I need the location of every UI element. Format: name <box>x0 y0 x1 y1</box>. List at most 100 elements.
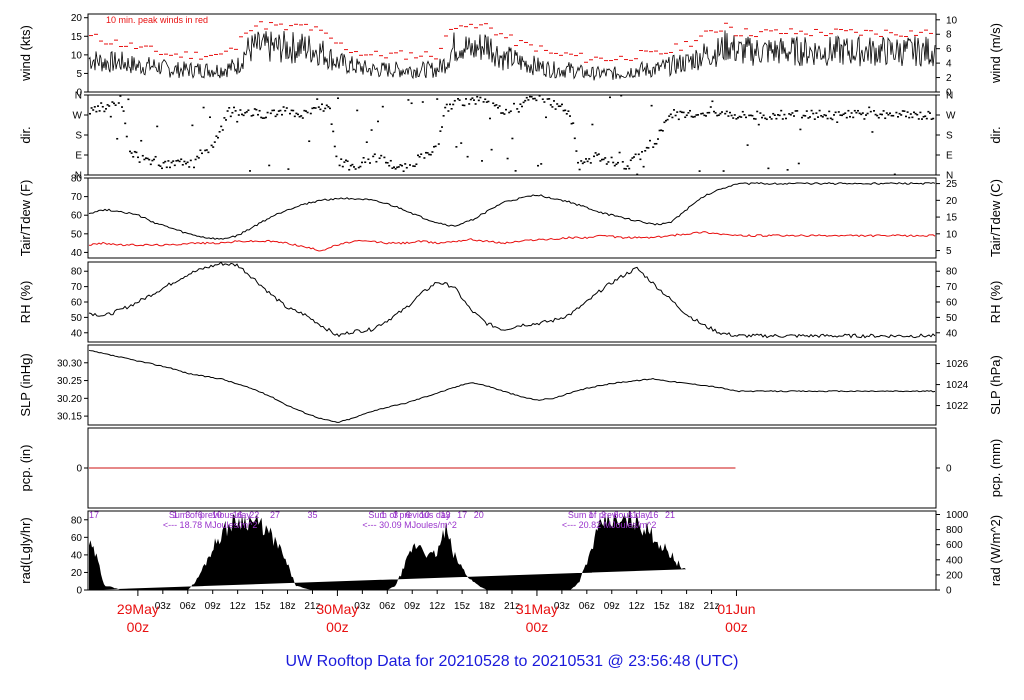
radiation-hour-label: 1 <box>588 510 593 520</box>
temp-ytick-label-right: 15 <box>946 213 958 224</box>
direction-series <box>89 94 935 176</box>
panel-temp: Tair/Tdew (F) Tair/Tdew (C) 40 50 60 70 80 5 10 1… <box>18 174 1003 259</box>
radiation-hour-label: 13 <box>440 510 450 520</box>
rad-ytick-label-right: 1000 <box>946 510 969 521</box>
slp-ytick-label-left: 30.25 <box>57 376 82 387</box>
temp-series-tair <box>88 182 936 240</box>
wind-ylabel-right: wind (m/s) <box>988 23 1003 84</box>
day-hour-label: 00z <box>526 619 549 635</box>
temp-ytick-label-left: 80 <box>71 174 83 185</box>
radiation-hour-label: 3 <box>601 510 606 520</box>
day-label: 30May <box>316 601 358 617</box>
wind-ytick-label-right: 4 <box>946 59 952 70</box>
rad-ytick-label-right: 0 <box>946 586 952 597</box>
x-tick-label: 18z <box>279 601 295 612</box>
panel-slp: SLP (inHg) SLP (hPa) 30.15 30.20 30.25 30.30 1… <box>18 344 1003 426</box>
temp-ytick-label-right: 25 <box>946 179 958 190</box>
slp-ytick-label-left: 30.30 <box>57 358 82 369</box>
panel-rh: RH (%) RH (%) 40 50 60 70 80 40 50 60 70 80 <box>18 261 1003 343</box>
wind-ytick-label-left: 10 <box>71 50 83 61</box>
x-tick-label: 15z <box>255 601 271 612</box>
dir-ytick-label-right: N <box>946 171 953 182</box>
chart-title: UW Rooftop Data for 20210528 to 20210531… <box>286 653 739 670</box>
day-label: 01Jun <box>717 601 755 617</box>
slp-ylabel-right: SLP (hPa) <box>988 355 1003 415</box>
day-hour-label: 00z <box>127 619 150 635</box>
slp-ytick-label-right: 1026 <box>946 359 969 370</box>
rad-ytick-label-left: 40 <box>71 550 83 561</box>
pcp-ylabel-right: pcp. (mm) <box>988 439 1003 498</box>
rh-ytick-label-left: 80 <box>71 267 83 278</box>
dir-ytick-label-left: N <box>75 91 82 102</box>
dir-ylabel-left: dir. <box>18 126 33 143</box>
radiation-hour-label: 16 <box>648 510 658 520</box>
x-tick-label: 06z <box>379 601 395 612</box>
rad-ylabel-right: rad (W/m^2) <box>988 515 1003 586</box>
x-tick-label: 18z <box>479 601 495 612</box>
x-tick-label: 09z <box>604 601 620 612</box>
temp-ytick-label-left: 60 <box>71 211 83 222</box>
radiation-hour-label: 21 <box>665 510 675 520</box>
slp-ytick-label-left: 30.20 <box>57 394 82 405</box>
day-label: 31May <box>516 601 558 617</box>
dir-frame <box>87 94 937 176</box>
dir-ytick-label-left: W <box>73 111 83 122</box>
x-tick-label: 12z <box>429 601 445 612</box>
radiation-hour-label: 3 <box>393 510 398 520</box>
day-hour-label: 00z <box>326 619 349 635</box>
x-tick-label: 15z <box>654 601 670 612</box>
radiation-hour-label: 3 <box>185 510 190 520</box>
rad-ytick-label-left: 0 <box>76 586 82 597</box>
x-tick-label: 21z <box>504 601 520 612</box>
radiation-hour-label: 35 <box>307 510 317 520</box>
temp-frame <box>87 177 937 259</box>
day-hour-label: 00z <box>725 619 748 635</box>
rh-ylabel-left: RH (%) <box>18 281 33 324</box>
wind-annotation: 10 min. peak winds in red <box>106 15 208 25</box>
rh-ytick-label-right: 40 <box>946 328 958 339</box>
x-tick-label: 06z <box>180 601 196 612</box>
panel-wind: wind (kts) wind (m/s) 0 5 10 15 20 0 2 4 6 8 10 10 mi… <box>18 13 1003 98</box>
radiation-hour-label: 1 <box>381 510 386 520</box>
rad-ytick-label-left: 20 <box>71 568 83 579</box>
wind-ytick-label-right: 2 <box>946 73 952 84</box>
radiation-sum-label: Sum of previous day <box>568 510 651 520</box>
rad-ytick-label-right: 200 <box>946 570 963 581</box>
x-tick-label: 18z <box>679 601 695 612</box>
x-tick-label: 12z <box>230 601 246 612</box>
peak-series <box>89 21 933 63</box>
dir-ytick-label-right: N <box>946 91 953 102</box>
rh-ytick-label-right: 80 <box>946 267 958 278</box>
slp-ytick-label-left: 30.15 <box>57 412 82 423</box>
rh-series-rh <box>88 261 936 339</box>
rh-frame <box>87 261 937 343</box>
dir-ytick-label-left: E <box>75 151 82 162</box>
radiation-hour-label: 6 <box>406 510 411 520</box>
x-tick-label: 21z <box>304 601 320 612</box>
wind-ytick-label-left: 15 <box>71 32 83 43</box>
wind-ylabel-left: wind (kts) <box>18 25 33 82</box>
slp-ylabel-left: SLP (inHg) <box>18 353 33 416</box>
dir-ytick-label-left: N <box>75 171 82 182</box>
wind-ytick-label-left: 20 <box>71 13 83 24</box>
wind-frame <box>87 13 937 93</box>
temp-ytick-label-left: 50 <box>71 229 83 240</box>
temp-ytick-label-left: 40 <box>71 248 83 259</box>
pcp-ylabel-left: pcp. (in) <box>18 445 33 492</box>
x-tick-label: 15z <box>454 601 470 612</box>
radiation-sum-label: Sum of previous day <box>169 510 252 520</box>
wind-ytick-label-left: 0 <box>76 88 82 99</box>
rh-ytick-label-left: 60 <box>71 298 83 309</box>
wind-ytick-label-left: 5 <box>76 69 82 80</box>
x-tick-label: 03z <box>554 601 570 612</box>
x-tick-label: 09z <box>404 601 420 612</box>
temp-ytick-label-right: 20 <box>946 196 958 207</box>
radiation-series-area <box>89 511 686 590</box>
temp-series-tdew <box>88 231 936 252</box>
wind-ytick-label-right: 8 <box>946 30 952 41</box>
rh-ytick-label-right: 50 <box>946 313 958 324</box>
rad-ytick-label-right: 400 <box>946 555 963 566</box>
rad-ytick-label-left: 80 <box>71 515 83 526</box>
